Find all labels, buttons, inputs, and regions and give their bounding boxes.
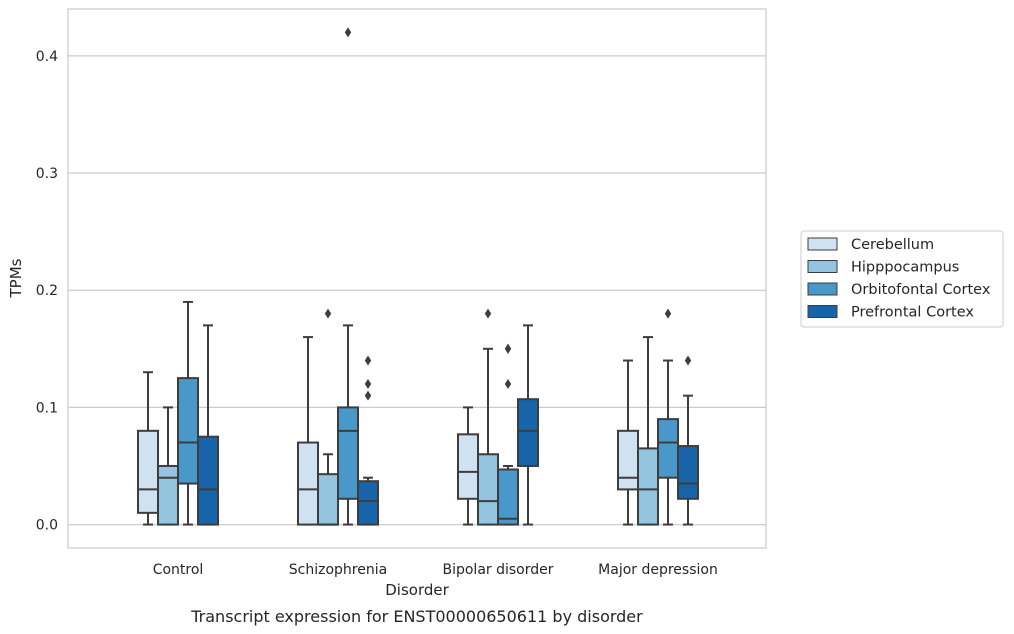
outlier-point [344,27,352,38]
y-tick-label: 0.3 [36,166,58,182]
box-orbitofontal-cortex [177,300,199,526]
box-prefrontal-cortex [677,355,699,526]
box-iqr [357,480,379,526]
x-tick-label: Control [153,562,204,578]
box-iqr [477,453,499,526]
legend-item: Orbitofontal Cortex [807,282,991,298]
y-axis-ticks: 0.0 0.1 0.2 0.3 0.4 [36,49,58,534]
box-hipppocampus [317,308,339,526]
y-tick-label: 0.0 [36,518,58,534]
x-tick-label: Major depression [598,562,718,578]
box-iqr [337,406,359,500]
outlier-point [504,343,512,354]
outlier-point [364,355,372,366]
box-cerebellum [297,336,319,526]
legend-item: Prefrontal Cortex [807,305,974,321]
box-iqr [517,398,539,467]
legend-label: Hipppocampus [851,260,959,276]
box-orbitofontal-cortex [657,308,679,526]
box-iqr [657,418,679,479]
box-iqr [137,429,159,514]
legend-label: Prefrontal Cortex [851,305,974,321]
legend-label: Cerebellum [851,237,934,253]
box-iqr [637,447,659,526]
y-tick-label: 0.4 [36,49,58,65]
box-prefrontal-cortex [357,355,379,526]
box-cerebellum [137,371,159,526]
box-iqr [677,445,699,500]
boxes-layer [137,27,699,526]
box-iqr [457,433,479,500]
box-cerebellum [457,406,479,526]
box-hipppocampus [477,308,499,526]
outlier-point [364,390,372,401]
box-prefrontal-cortex [517,324,539,526]
legend-swatch [807,260,838,273]
box-iqr [177,377,199,485]
outlier-point [364,378,372,389]
box-cerebellum [617,359,639,526]
legend-item: Hipppocampus [807,260,959,276]
box-iqr [157,464,179,526]
y-axis-title: TPMs [7,258,25,298]
box-iqr [297,441,319,526]
outlier-point [664,308,672,319]
y-tick-label: 0.1 [36,400,58,416]
x-axis-ticks: Control Schizophrenia Bipolar disorder Majo… [153,562,718,578]
box-orbitofontal-cortex [497,343,519,526]
legend-swatch [807,237,838,251]
y-tick-label: 0.2 [36,283,58,299]
box-orbitofontal-cortex [337,27,359,526]
outlier-point [504,378,512,389]
box-iqr [317,473,339,526]
box-prefrontal-cortex [197,324,219,526]
x-axis-title: Disorder [385,581,449,599]
box-iqr [197,435,219,526]
box-iqr [497,468,519,526]
legend: Cerebellum Hipppocampus Orbitofontal Corte… [800,230,1004,328]
outlier-point [324,308,332,319]
box-hipppocampus [637,336,659,526]
outlier-point [684,355,692,366]
legend-frame [800,230,1004,328]
outlier-point [484,308,492,319]
x-tick-label: Bipolar disorder [442,562,553,578]
box-iqr [617,429,639,491]
legend-swatch [807,282,838,296]
box-hipppocampus [157,406,179,526]
plot-frame [67,8,767,549]
figure-caption: Transcript expression for ENST0000065061… [190,607,643,626]
legend-item: Cerebellum [807,237,934,253]
x-tick-label: Schizophrenia [289,562,387,578]
legend-label: Orbitofontal Cortex [851,282,991,298]
legend-swatch [807,305,838,318]
